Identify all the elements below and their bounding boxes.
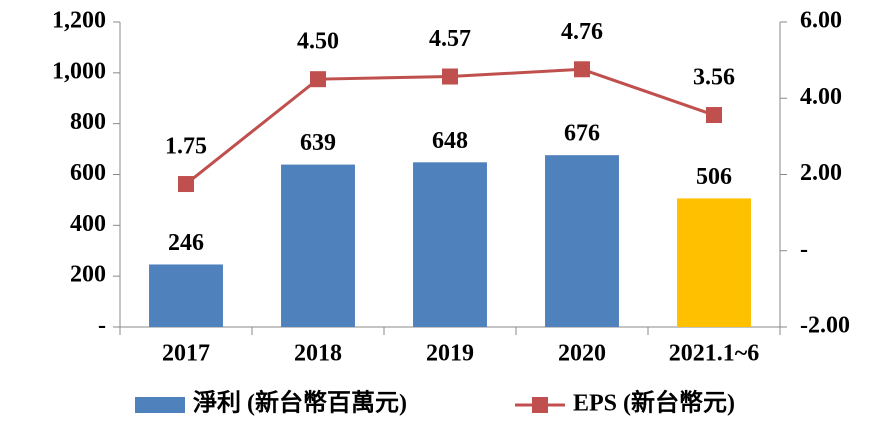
x-tick-label: 2017 [162,341,210,367]
x-tick-label: 2020 [558,341,606,367]
eps-value-label: 1.75 [165,134,207,160]
legend-swatch [135,397,185,413]
eps-value-label: 4.57 [429,26,471,52]
bar-value-label: 676 [564,121,600,147]
y-tick-label: 400 [70,211,106,237]
y-tick-label: 1,200 [52,8,106,34]
y2-tick-label: - [800,236,808,262]
y2-tick-label: -2.00 [800,313,850,339]
bar [677,198,751,327]
y2-tick-label: 4.00 [800,84,842,110]
eps-marker [706,107,722,124]
y2-tick-label: 2.00 [800,160,842,186]
bar [149,264,223,327]
y-tick-label: 1,000 [52,58,106,84]
bar [545,155,619,327]
eps-value-label: 4.50 [297,29,339,55]
eps-value-label: 3.56 [693,65,735,91]
bar [281,164,355,327]
y2-tick-label: 6.00 [800,8,842,34]
bar-value-label: 506 [696,164,732,190]
eps-marker [574,61,590,78]
legend-label: 淨利 (新台幣百萬元) [193,389,407,417]
y-tick-label: 200 [70,262,106,288]
eps-marker [178,176,194,193]
x-tick-label: 2019 [426,341,474,367]
bar-value-label: 648 [432,128,468,154]
legend-marker [532,397,548,413]
bar-value-label: 246 [168,230,204,256]
y-tick-label: - [98,313,106,339]
eps-marker [442,68,458,85]
legend-label: EPS (新台幣元) [573,389,735,417]
eps-value-label: 4.76 [561,19,603,45]
bar-value-label: 639 [300,130,336,156]
y-tick-label: 800 [70,109,106,135]
x-tick-label: 2018 [294,341,342,367]
eps-marker [310,71,326,88]
x-tick-label: 2021.1~6 [669,341,759,367]
bar [413,162,487,327]
y-tick-label: 600 [70,160,106,186]
